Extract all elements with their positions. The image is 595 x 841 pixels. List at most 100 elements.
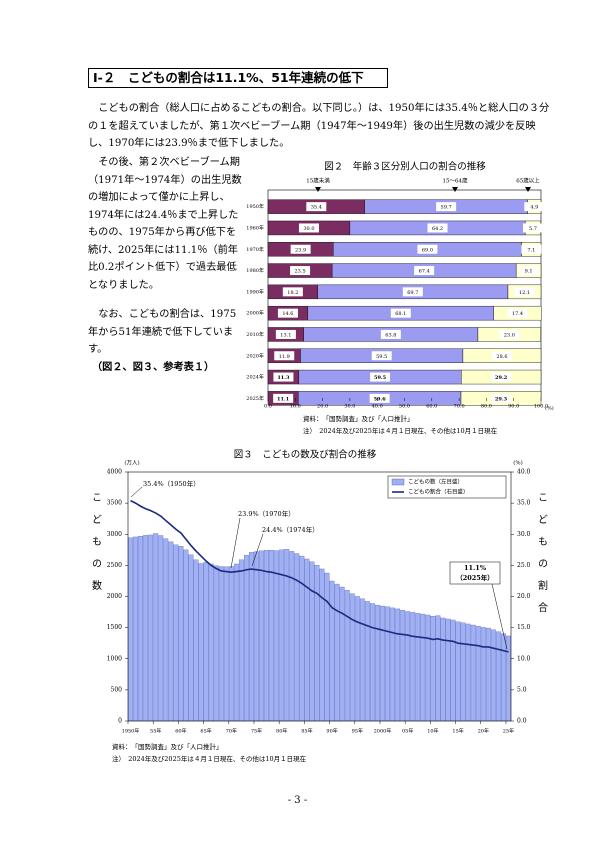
x-tick-label: 80.0: [481, 404, 492, 410]
value-label: 28.6: [496, 354, 507, 360]
bar: [475, 626, 481, 722]
bar: [450, 619, 456, 722]
value-label-box: [499, 329, 520, 339]
x-tick-label: 30.0: [344, 404, 355, 410]
bar: [465, 623, 471, 722]
value-label-box: [369, 393, 390, 403]
bar: [359, 598, 365, 722]
x-tick-label: 1950年: [122, 728, 140, 735]
value-label: 14.6: [282, 311, 293, 317]
bar: [299, 555, 305, 722]
value-label: 30.0: [303, 226, 314, 232]
x-tick-label: 95年: [352, 728, 363, 735]
bar: [490, 629, 496, 722]
value-label-box: [518, 266, 539, 276]
bar: [339, 586, 345, 722]
value-label-box: [274, 351, 295, 361]
y-tick-label: 0: [118, 718, 122, 725]
value-label: 59.6: [374, 396, 387, 402]
source: 資料： 「国勢調査」及び「人口推計」: [303, 414, 414, 423]
x-tick-label: 50.0: [399, 404, 410, 410]
bar: [213, 565, 219, 722]
paragraph: なお、こどもの割合は、1975年から51年連続で低下しています。: [88, 309, 237, 355]
annotation: 35.4%（1950年）: [143, 479, 200, 488]
bar: [390, 607, 395, 722]
value-label-box: [507, 308, 528, 318]
value-label: 59.7: [441, 205, 452, 211]
value-label: 11.9: [279, 354, 290, 360]
bar: [420, 613, 426, 722]
x-tick-label: 25年: [503, 728, 514, 735]
legend-marker: [525, 187, 531, 192]
bar: [218, 566, 224, 722]
page-number: - 3 -: [287, 795, 308, 806]
bar: [238, 559, 244, 722]
value-label: 59.5: [374, 375, 387, 381]
value-label: 69.7: [407, 290, 418, 296]
bar: [274, 550, 280, 722]
bar: [143, 535, 149, 722]
bar: [208, 563, 214, 722]
y-tick-label: 1000: [107, 655, 122, 662]
bar: [133, 536, 138, 722]
value-label: 5.7: [529, 226, 537, 232]
bar: [198, 563, 204, 722]
bar: [309, 561, 315, 722]
value-label-box: [371, 351, 392, 361]
x-tick-label: 40.0: [372, 404, 383, 410]
bar: [415, 613, 421, 722]
bar: [480, 627, 486, 722]
value-label: 23.5: [295, 269, 306, 275]
bar: [349, 593, 355, 722]
bar: [153, 533, 159, 722]
value-label: 35.4: [311, 205, 322, 211]
references: （図２、図３、参考表１）: [92, 361, 215, 373]
y2-tick-label: 35.0: [517, 500, 531, 507]
bar: [244, 555, 249, 722]
y-tick-label: 2025年: [246, 395, 264, 402]
value-label-box: [402, 287, 423, 297]
value-label-box: [380, 329, 401, 339]
y-tick-label: 2010年: [246, 331, 264, 338]
paragraph: その後、第２次ベビーブーム期（1971年～1974年）の出生児数の増加によって僅…: [88, 157, 242, 291]
value-label-box: [390, 308, 411, 318]
legend-label: こどもの数（左目盛）: [408, 478, 463, 486]
bar: [445, 618, 451, 722]
bar: [193, 559, 199, 722]
bar: [178, 546, 184, 722]
value-label: 67.4: [419, 269, 430, 275]
value-label-box: [436, 202, 457, 212]
bar: [369, 603, 375, 722]
x-tick-label: 75年: [251, 728, 262, 735]
x-tick-label: 60.0: [426, 404, 437, 410]
value-label-box: [491, 351, 512, 361]
x-tick-label: 05年: [402, 728, 413, 735]
value-label: 4.9: [530, 205, 538, 211]
bar: [395, 608, 401, 722]
x-tick-label: 10.0: [290, 404, 301, 410]
value-label-box: [522, 223, 543, 233]
legend-swatch: [391, 478, 405, 486]
legend-label: 15～64歳: [443, 177, 468, 185]
bar: [430, 616, 436, 722]
y-tick-label: 1970年: [246, 246, 264, 253]
x-tick-label: 20年: [478, 728, 489, 735]
value-label-box: [417, 244, 438, 254]
y2-tick-label: 0.0: [517, 718, 527, 725]
bar: [264, 550, 270, 722]
y2-tick-label: 10.0: [517, 655, 531, 662]
legend-label: 65歳以上: [516, 177, 540, 185]
annotation-pointer: [251, 533, 264, 567]
note: 注） 2024年及び2025年は４月１日現在、その他は10月１日現在: [112, 754, 307, 763]
y-tick-label: 1990年: [246, 288, 264, 295]
value-label: 18.2: [287, 290, 298, 296]
bar: [249, 552, 254, 722]
value-label: 29.3: [495, 396, 508, 402]
bar: [364, 601, 370, 722]
legend-marker: [452, 187, 458, 192]
legend-label: 15歳未満: [306, 177, 330, 185]
bar: [228, 566, 234, 722]
bar: [319, 568, 325, 722]
note: 注） 2024年及び2025年は４月１日現在、その他は10月１日現在: [303, 426, 498, 435]
x-tick-label: 15年: [452, 728, 463, 735]
